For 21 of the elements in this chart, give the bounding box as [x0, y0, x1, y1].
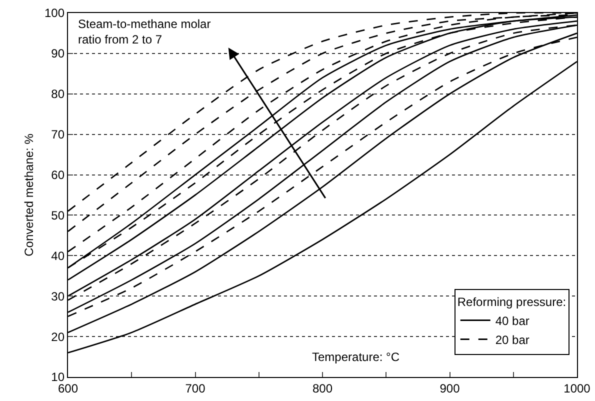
x-tick-label: 900 — [440, 382, 460, 396]
x-tick-label: 700 — [185, 382, 206, 396]
y-tick-label: 60 — [51, 168, 65, 182]
x-axis-title: Temperature: °C — [312, 350, 400, 364]
annotation: Steam-to-methane molar ratio from 2 to 7 — [78, 17, 211, 47]
y-axis-title: Converted methane: % — [22, 133, 36, 256]
y-tick-label: 90 — [51, 46, 65, 61]
y-tick-label: 30 — [51, 289, 65, 304]
y-tick-label: 20 — [51, 330, 65, 344]
x-tick-label: 800 — [312, 382, 333, 396]
legend-title: Reforming pressure: — [457, 294, 566, 309]
y-tick-label: 80 — [51, 87, 65, 102]
y-tick-label: 40 — [51, 248, 65, 263]
legend-label: 40 bar — [495, 314, 530, 328]
y-tick-label: 70 — [51, 128, 65, 142]
y-tick-label: 100 — [44, 6, 65, 20]
y-tick-label: 10 — [51, 370, 65, 384]
x-tick-label: 600 — [58, 382, 78, 396]
y-tick-label: 50 — [51, 208, 65, 222]
legend-label: 20 bar — [495, 332, 530, 347]
x-tick-label: 1000 — [564, 382, 591, 396]
